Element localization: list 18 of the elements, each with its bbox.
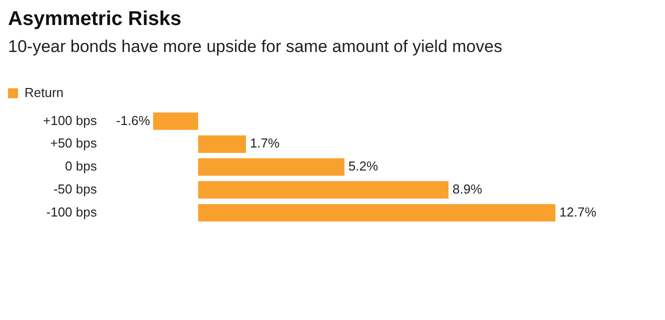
data-label: 12.7% — [559, 204, 597, 220]
data-label: -1.6% — [116, 112, 151, 128]
chart-subtitle: 10-year bonds have more upside for same amount of yield moves — [8, 37, 504, 57]
y-tick-label: 0 bps — [65, 158, 98, 174]
y-tick-label: +50 bps — [50, 136, 98, 151]
legend-label: Return — [24, 84, 64, 100]
chart-title: Asymmetric Risks — [8, 8, 182, 31]
bar — [153, 112, 198, 130]
bar — [198, 158, 344, 176]
data-label: 8.9% — [452, 181, 483, 196]
bar — [198, 181, 449, 199]
data-label: 1.7% — [250, 136, 280, 151]
bar — [198, 204, 556, 222]
bar — [198, 135, 246, 153]
y-tick-label: -50 bps — [53, 181, 98, 196]
y-tick-label: -100 bps — [46, 204, 98, 220]
y-tick-label: +100 bps — [42, 112, 98, 128]
data-label: 5.2% — [348, 158, 378, 174]
